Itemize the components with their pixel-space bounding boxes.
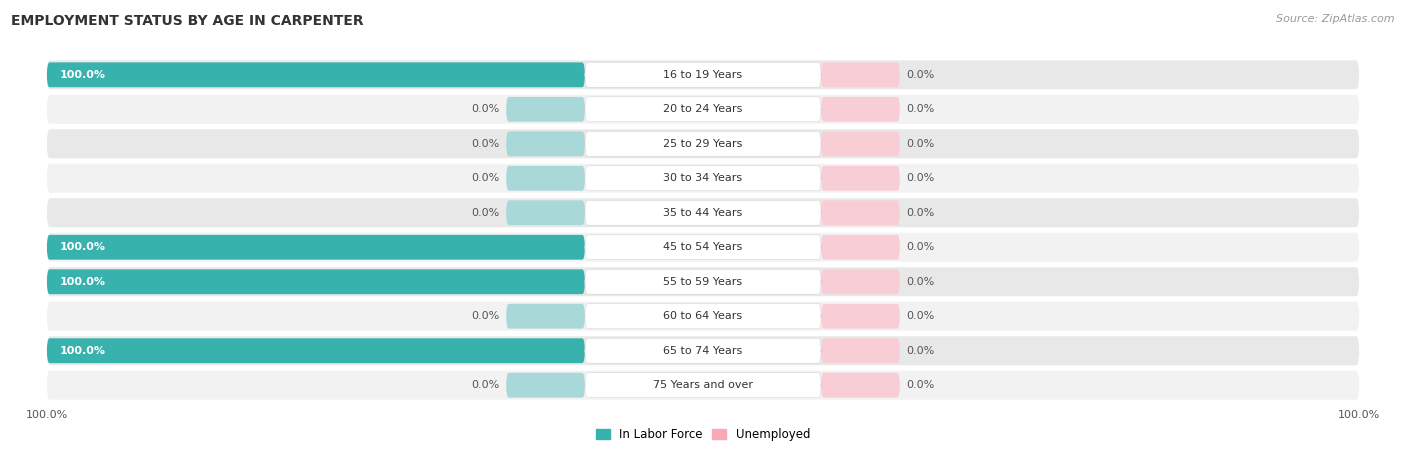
FancyBboxPatch shape (506, 200, 585, 225)
FancyBboxPatch shape (506, 304, 585, 329)
FancyBboxPatch shape (46, 302, 1360, 331)
FancyBboxPatch shape (585, 373, 821, 398)
FancyBboxPatch shape (46, 371, 1360, 400)
FancyBboxPatch shape (46, 164, 1360, 193)
Text: 0.0%: 0.0% (907, 311, 935, 321)
Text: 35 to 44 Years: 35 to 44 Years (664, 208, 742, 218)
Text: 0.0%: 0.0% (471, 104, 499, 114)
FancyBboxPatch shape (46, 336, 1360, 365)
Text: 0.0%: 0.0% (907, 70, 935, 80)
FancyBboxPatch shape (46, 62, 585, 87)
Text: 0.0%: 0.0% (471, 311, 499, 321)
FancyBboxPatch shape (821, 269, 900, 294)
Legend: In Labor Force, Unemployed: In Labor Force, Unemployed (591, 423, 815, 446)
Text: 0.0%: 0.0% (471, 380, 499, 390)
FancyBboxPatch shape (585, 166, 821, 191)
FancyBboxPatch shape (821, 200, 900, 225)
FancyBboxPatch shape (585, 62, 821, 87)
Text: EMPLOYMENT STATUS BY AGE IN CARPENTER: EMPLOYMENT STATUS BY AGE IN CARPENTER (11, 14, 364, 28)
FancyBboxPatch shape (506, 166, 585, 191)
Text: 75 Years and over: 75 Years and over (652, 380, 754, 390)
Text: 100.0%: 100.0% (60, 346, 105, 356)
FancyBboxPatch shape (585, 97, 821, 122)
FancyBboxPatch shape (585, 269, 821, 294)
Text: 0.0%: 0.0% (907, 277, 935, 287)
FancyBboxPatch shape (821, 97, 900, 122)
Text: 45 to 54 Years: 45 to 54 Years (664, 242, 742, 252)
FancyBboxPatch shape (821, 338, 900, 363)
FancyBboxPatch shape (821, 62, 900, 87)
FancyBboxPatch shape (46, 95, 1360, 124)
FancyBboxPatch shape (46, 269, 585, 294)
FancyBboxPatch shape (821, 235, 900, 260)
Text: 0.0%: 0.0% (907, 242, 935, 252)
Text: 0.0%: 0.0% (471, 208, 499, 218)
Text: 0.0%: 0.0% (471, 173, 499, 183)
Text: 55 to 59 Years: 55 to 59 Years (664, 277, 742, 287)
FancyBboxPatch shape (506, 97, 585, 122)
FancyBboxPatch shape (46, 267, 1360, 296)
FancyBboxPatch shape (821, 304, 900, 329)
Text: 100.0%: 100.0% (60, 70, 105, 80)
Text: 16 to 19 Years: 16 to 19 Years (664, 70, 742, 80)
Text: 0.0%: 0.0% (907, 208, 935, 218)
Text: 0.0%: 0.0% (471, 139, 499, 149)
FancyBboxPatch shape (46, 198, 1360, 227)
Text: 0.0%: 0.0% (907, 104, 935, 114)
Text: 65 to 74 Years: 65 to 74 Years (664, 346, 742, 356)
Text: 0.0%: 0.0% (907, 139, 935, 149)
FancyBboxPatch shape (821, 166, 900, 191)
FancyBboxPatch shape (585, 338, 821, 363)
Text: 60 to 64 Years: 60 to 64 Years (664, 311, 742, 321)
FancyBboxPatch shape (821, 131, 900, 156)
Text: 30 to 34 Years: 30 to 34 Years (664, 173, 742, 183)
FancyBboxPatch shape (585, 235, 821, 260)
FancyBboxPatch shape (585, 304, 821, 329)
FancyBboxPatch shape (46, 235, 585, 260)
FancyBboxPatch shape (46, 233, 1360, 262)
Text: 100.0%: 100.0% (60, 277, 105, 287)
Text: 20 to 24 Years: 20 to 24 Years (664, 104, 742, 114)
FancyBboxPatch shape (46, 338, 585, 363)
Text: Source: ZipAtlas.com: Source: ZipAtlas.com (1277, 14, 1395, 23)
FancyBboxPatch shape (821, 373, 900, 398)
FancyBboxPatch shape (506, 373, 585, 398)
FancyBboxPatch shape (46, 60, 1360, 89)
Text: 100.0%: 100.0% (60, 242, 105, 252)
FancyBboxPatch shape (506, 131, 585, 156)
Text: 0.0%: 0.0% (907, 346, 935, 356)
FancyBboxPatch shape (585, 131, 821, 156)
Text: 0.0%: 0.0% (907, 380, 935, 390)
FancyBboxPatch shape (585, 200, 821, 225)
Text: 0.0%: 0.0% (907, 173, 935, 183)
Text: 25 to 29 Years: 25 to 29 Years (664, 139, 742, 149)
FancyBboxPatch shape (46, 129, 1360, 158)
